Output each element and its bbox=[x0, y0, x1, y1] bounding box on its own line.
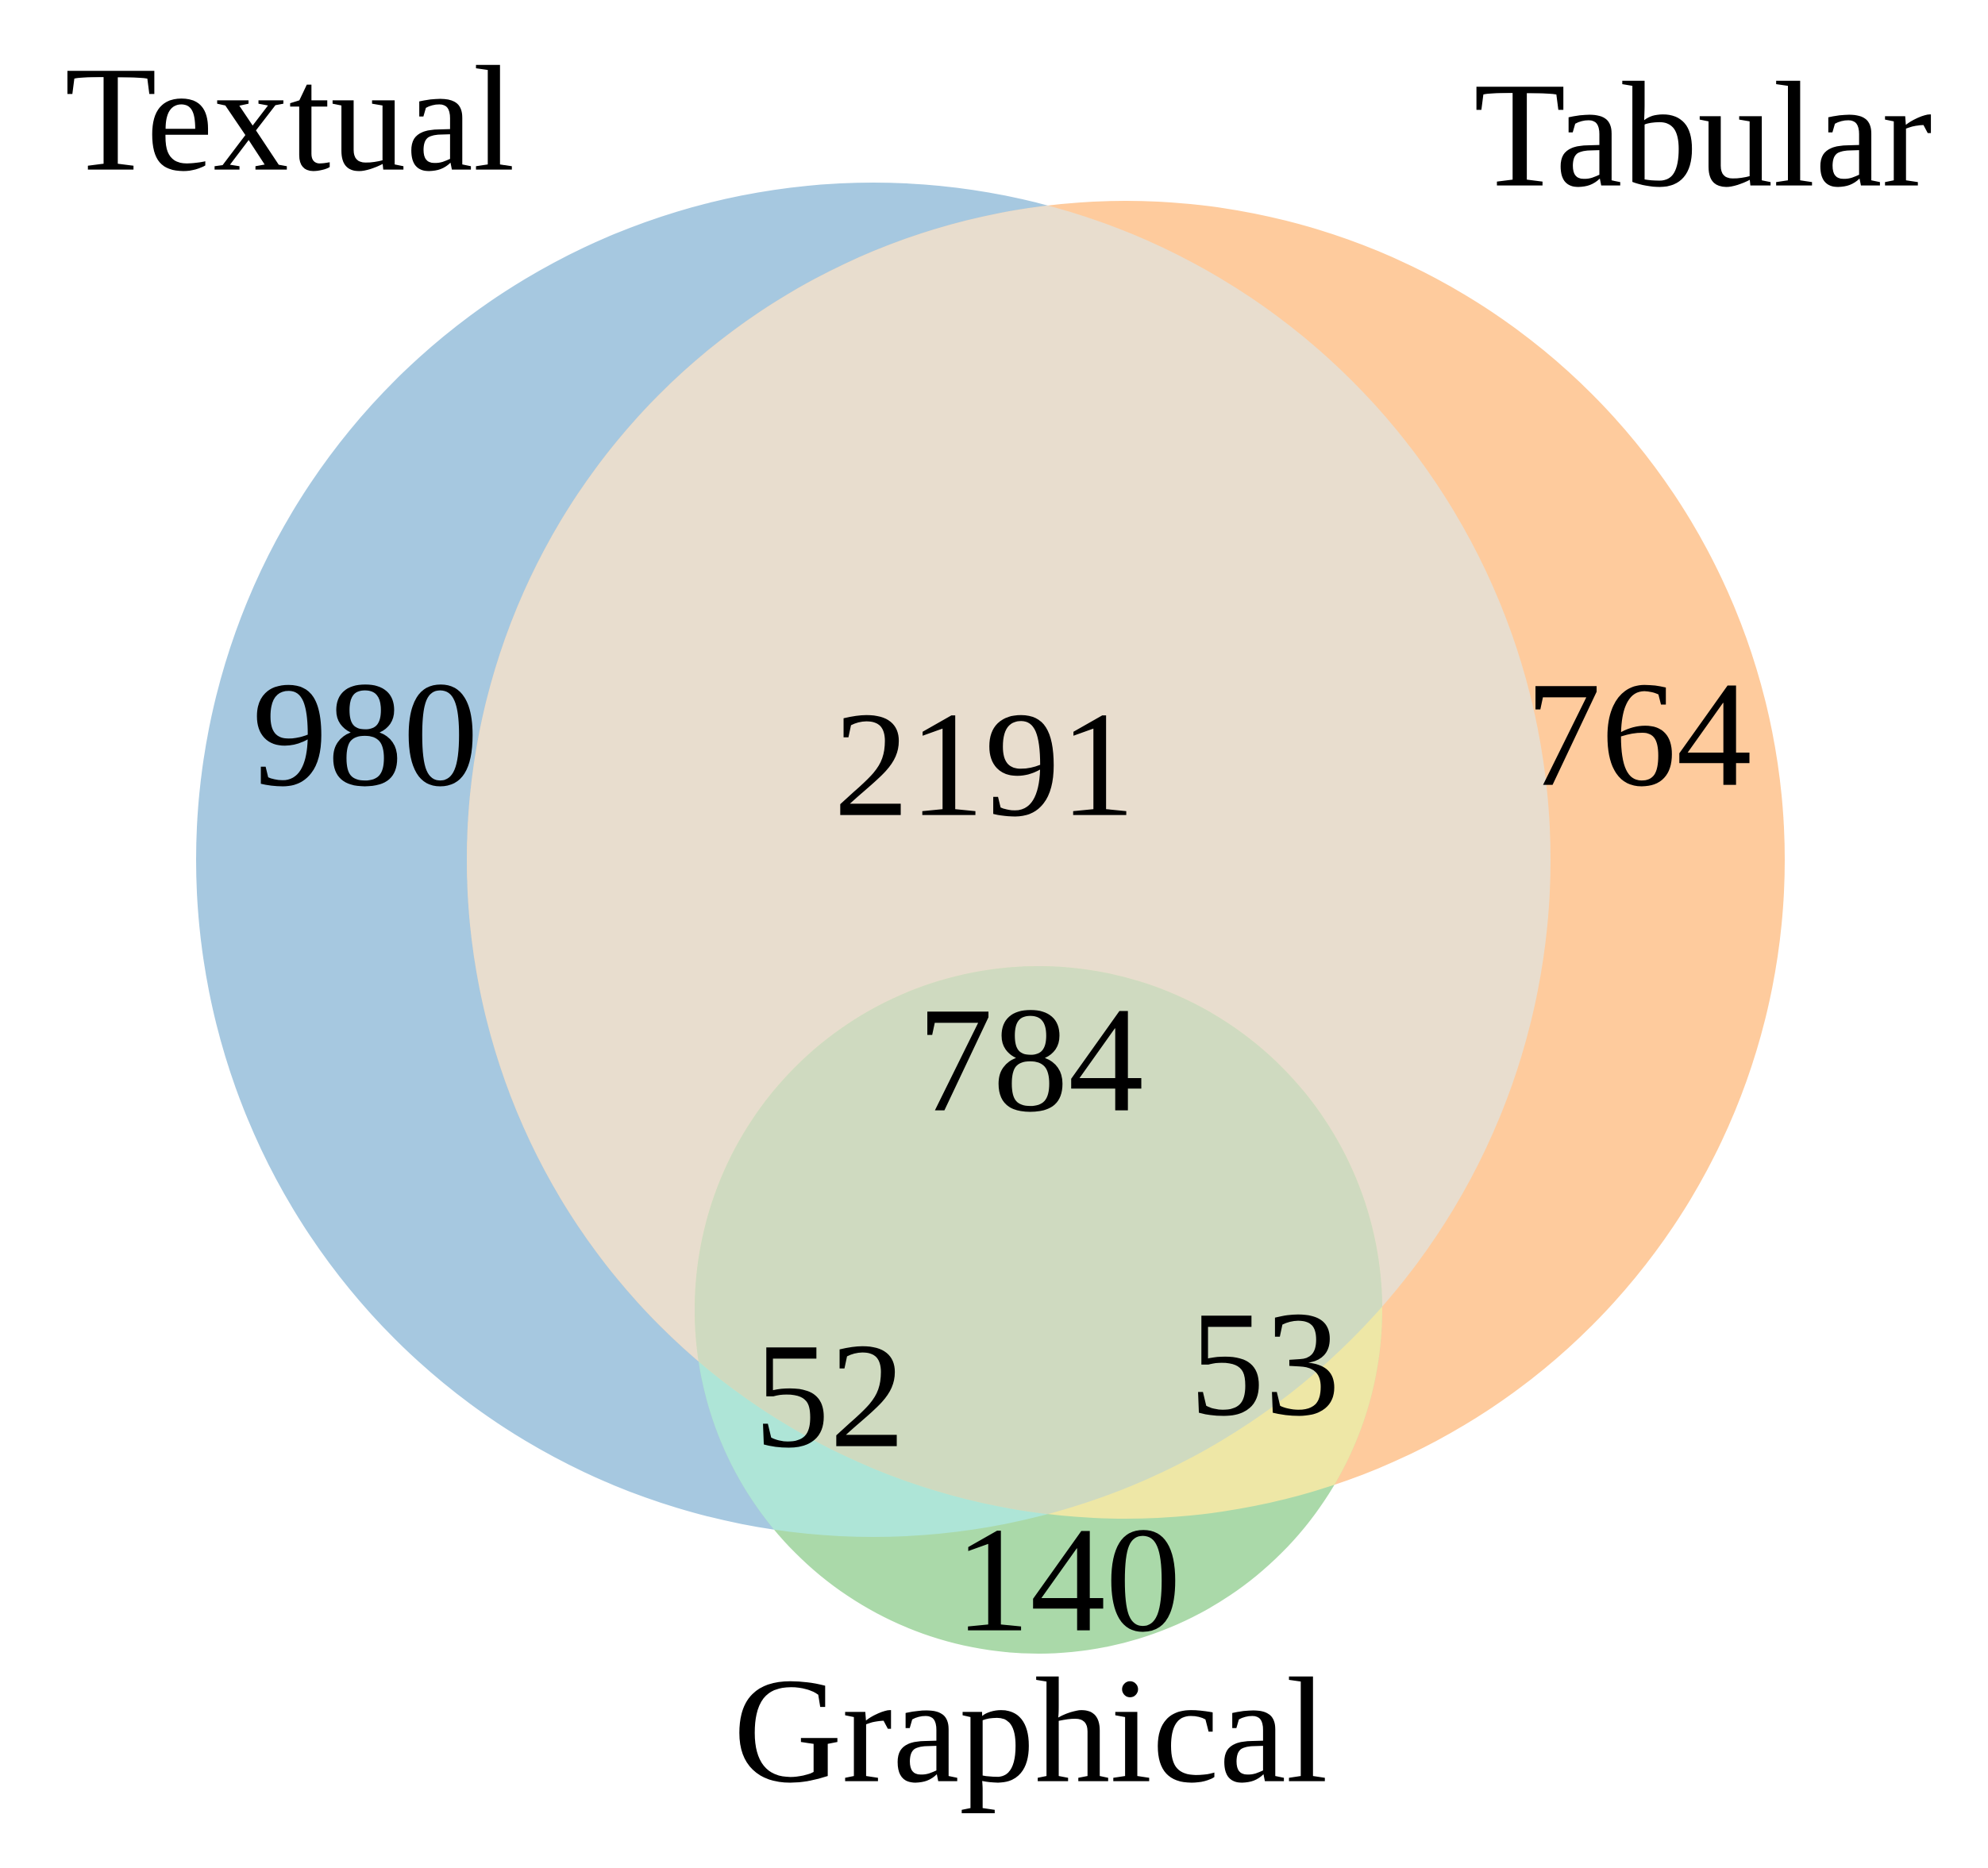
tabular-graphical-count: 53 bbox=[1189, 1281, 1340, 1448]
graphical-set-label: Graphical bbox=[733, 1648, 1327, 1815]
textual-graphical-count: 52 bbox=[754, 1313, 905, 1480]
tabular-set-label: Tabular bbox=[1474, 52, 1932, 219]
all-three-count: 784 bbox=[918, 977, 1144, 1144]
textual-set-label: Textual bbox=[64, 37, 514, 203]
graphical-only-count: 140 bbox=[955, 1497, 1181, 1664]
tabular-only-count: 764 bbox=[1526, 652, 1752, 818]
textual-only-count: 980 bbox=[252, 652, 479, 818]
textual-tabular-count: 2191 bbox=[834, 682, 1135, 849]
